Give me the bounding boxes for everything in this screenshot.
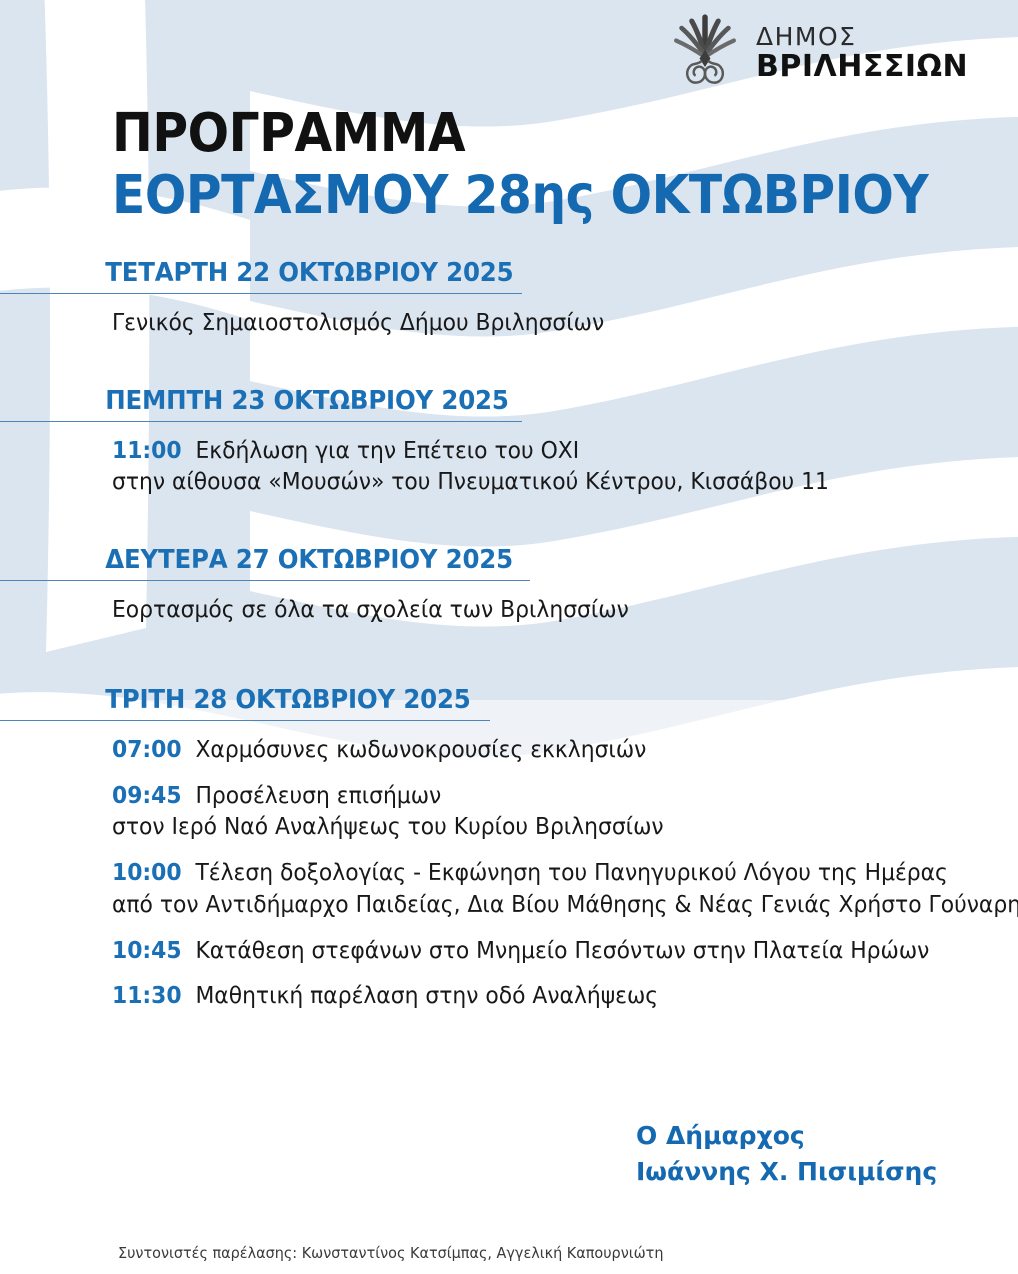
signature-name: Ιωάννης Χ. Πισιμίσης — [636, 1157, 938, 1187]
day-heading: ΤΕΤΑΡΤΗ 22 ΟΚΤΩΒΡΙΟΥ 2025 — [105, 258, 514, 288]
day-heading: ΠΕΜΠΤΗ 23 ΟΚΤΩΒΡΙΟΥ 2025 — [105, 385, 509, 416]
day-entries: 11:00 Εκδήλωση για την Επέτειο του ΟΧΙ στ… — [0, 436, 1018, 499]
entry-text: Εορτασμός σε όλα τα σχολεία των Βριλησσί… — [112, 597, 629, 624]
day-underline — [0, 580, 530, 582]
logo-line-2: ΒΡΙΛΗΣΣΙΩΝ — [756, 49, 969, 84]
entry-first-line: 10:00 Τέλεση δοξολογίας - Εκφώνηση του Π… — [112, 858, 973, 890]
entry-text: Προσέλευση επισήμων — [195, 782, 442, 809]
day-block: ΠΕΜΠΤΗ 23 ΟΚΤΩΒΡΙΟΥ 2025 11:00 Εκδήλωση γ… — [0, 386, 1018, 499]
mayor-signature: Ο Δήμαρχος Ιωάννης Χ. Πισιμίσης — [636, 1118, 937, 1191]
schedule-entry: Εορτασμός σε όλα τα σχολεία των Βριλησσί… — [112, 595, 1018, 627]
day-entries: Εορτασμός σε όλα τα σχολεία των Βριλησσί… — [0, 595, 1018, 627]
day-heading: ΤΡΙΤΗ 28 ΟΚΤΩΒΡΙΟΥ 2025 — [105, 684, 471, 715]
entry-continuation-line: από τον Αντιδήμαρχο Παιδείας, Δια Βίου Μ… — [112, 890, 1018, 922]
day-underline — [0, 293, 522, 294]
entry-text: Μαθητική παρέλαση στην οδό Αναλήψεως — [195, 983, 659, 1010]
palmette-scroll-emblem-icon — [674, 14, 736, 84]
schedule-entry: 10:45 Κατάθεση στεφάνων στο Μνημείο Πεσό… — [112, 936, 1018, 968]
day-underline — [0, 420, 522, 422]
entry-text: Τέλεση δοξολογίας - Εκφώνηση του Πανηγυρ… — [195, 860, 948, 887]
poster-headline: ΠΡΟΓΡΑΜΜΑ ΕΟΡΤΑΣΜΟΥ 28ης ΟΚΤΩΒΡΙΟΥ — [112, 106, 992, 223]
entry-time: 07:00 — [112, 736, 182, 763]
day-heading: ΔΕΥΤΕΡΑ 27 ΟΚΤΩΒΡΙΟΥ 2025 — [105, 545, 513, 576]
day-block: ΤΡΙΤΗ 28 ΟΚΤΩΒΡΙΟΥ 2025 07:00 Χαρμόσυνες … — [0, 685, 1018, 1013]
entry-first-line: 11:30 Μαθητική παρέλαση στην οδό Αναλήψε… — [112, 981, 973, 1013]
schedule-entry: 11:00 Εκδήλωση για την Επέτειο του ΟΧΙ στ… — [112, 436, 1018, 499]
schedule-entry: 07:00 Χαρμόσυνες κωδωνοκρουσίες εκκλησιώ… — [112, 735, 1018, 767]
entry-first-line: 07:00 Χαρμόσυνες κωδωνοκρουσίες εκκλησιώ… — [112, 735, 973, 767]
entry-first-line: 09:45 Προσέλευση επισήμων — [112, 781, 973, 813]
entry-first-line: Εορτασμός σε όλα τα σχολεία των Βριλησσί… — [112, 595, 973, 627]
entry-text: Γενικός Σημαιοστολισμός Δήμου Βριλησσίων — [112, 310, 605, 336]
day-block: ΔΕΥΤΕΡΑ 27 ΟΚΤΩΒΡΙΟΥ 2025 Εορτασμός σε όλ… — [0, 545, 1018, 627]
schedule-entry: 10:00 Τέλεση δοξολογίας - Εκφώνηση του Π… — [112, 858, 1018, 921]
schedule-entry: Γενικός Σημαιοστολισμός Δήμου Βριλησσίων — [112, 308, 1018, 340]
entry-text: στην αίθουσα «Μουσών» του Πνευματικού Κέ… — [112, 469, 829, 496]
page-subtitle: ΕΟΡΤΑΣΜΟΥ 28ης ΟΚΤΩΒΡΙΟΥ — [112, 164, 929, 226]
entry-time: 09:45 — [112, 782, 182, 809]
entry-continuation-line: στον Ιερό Ναό Αναλήψεως του Κυρίου Βριλη… — [112, 812, 973, 844]
entry-text: Κατάθεση στεφάνων στο Μνημείο Πεσόντων σ… — [195, 937, 930, 964]
footer-note: Συντονιστές παρέλασης: Κωνσταντίνος Κατσ… — [118, 1244, 664, 1262]
entry-time: 11:30 — [112, 983, 182, 1010]
entry-first-line: 10:45 Κατάθεση στεφάνων στο Μνημείο Πεσό… — [112, 936, 973, 968]
page-title: ΠΡΟΓΡΑΜΜΑ — [112, 103, 466, 164]
entry-time: 11:00 — [112, 437, 182, 464]
day-entries: 07:00 Χαρμόσυνες κωδωνοκρουσίες εκκλησιώ… — [0, 735, 1018, 1013]
entry-continuation-line: στην αίθουσα «Μουσών» του Πνευματικού Κέ… — [112, 467, 973, 499]
schedule-list: ΤΕΤΑΡΤΗ 22 ΟΚΤΩΒΡΙΟΥ 2025 Γενικός Σημαιοσ… — [0, 258, 1018, 1013]
entry-text: Χαρμόσυνες κωδωνοκρουσίες εκκλησιών — [195, 736, 647, 763]
entry-first-line: 11:00 Εκδήλωση για την Επέτειο του ΟΧΙ — [112, 436, 973, 468]
entry-time: 10:45 — [112, 937, 182, 964]
schedule-entry: 11:30 Μαθητική παρέλαση στην οδό Αναλήψε… — [112, 981, 1018, 1013]
entry-time: 10:00 — [112, 860, 182, 887]
municipality-logo: ΔΗΜΟΣ ΒΡΙΛΗΣΣΙΩΝ — [666, 10, 1006, 96]
logo-line-1: ΔΗΜΟΣ — [756, 22, 857, 51]
day-entries: Γενικός Σημαιοστολισμός Δήμου Βριλησσίων — [0, 308, 1018, 340]
signature-role: Ο Δήμαρχος — [636, 1121, 805, 1150]
day-block: ΤΕΤΑΡΤΗ 22 ΟΚΤΩΒΡΙΟΥ 2025 Γενικός Σημαιοσ… — [0, 258, 1018, 340]
entry-text: στον Ιερό Ναό Αναλήψεως του Κυρίου Βριλη… — [112, 814, 664, 841]
entry-first-line: Γενικός Σημαιοστολισμός Δήμου Βριλησσίων — [112, 308, 973, 340]
day-underline — [0, 719, 490, 721]
entry-text: από τον Αντιδήμαρχο Παιδείας, Δια Βίου Μ… — [112, 891, 1018, 918]
schedule-entry: 09:45 Προσέλευση επισήμων στον Ιερό Ναό Α… — [112, 781, 1018, 844]
entry-text: Εκδήλωση για την Επέτειο του ΟΧΙ — [195, 437, 580, 464]
